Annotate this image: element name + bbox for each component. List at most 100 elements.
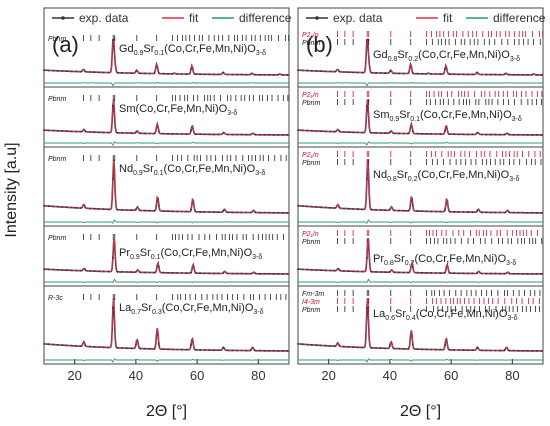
exp-data-point xyxy=(416,348,419,351)
exp-data-point xyxy=(503,211,506,214)
exp-data-point xyxy=(430,73,433,75)
exp-data-point xyxy=(476,71,479,74)
fit-series xyxy=(44,239,289,275)
exp-data-point xyxy=(268,211,270,214)
exp-data-point xyxy=(112,39,114,41)
exp-data-point xyxy=(448,272,451,274)
panel-label: (a) xyxy=(52,32,79,57)
exp-data-point xyxy=(384,347,387,350)
exp-data-point xyxy=(112,307,114,309)
exp-data-point xyxy=(434,210,437,213)
exp-data-point xyxy=(536,74,538,76)
exp-data-point xyxy=(139,132,142,135)
exp-data-point xyxy=(157,204,160,207)
exp-data-point xyxy=(379,72,382,74)
exp-data-point xyxy=(393,347,396,350)
exp-data-point xyxy=(135,343,137,346)
exp-data-point xyxy=(240,73,243,76)
exp-data-point xyxy=(467,133,469,136)
exp-data-point xyxy=(79,345,82,348)
exp-data-point xyxy=(259,133,261,136)
exp-data-point xyxy=(268,73,270,76)
exp-data-point xyxy=(361,208,364,211)
exp-data-point xyxy=(194,210,197,213)
exp-data-point xyxy=(411,204,414,207)
exp-data-point xyxy=(180,348,183,351)
x-tick-label: 20 xyxy=(67,368,81,383)
exp-data-point xyxy=(444,344,446,346)
exp-data-point xyxy=(462,211,465,213)
reflection-ticks xyxy=(337,91,543,97)
exp-data-point xyxy=(439,210,442,213)
exp-data-point xyxy=(306,343,309,346)
phase-label: Pbnm xyxy=(48,36,66,43)
exp-data-point xyxy=(52,268,55,271)
exp-data-point xyxy=(130,347,133,350)
exp-data-point xyxy=(282,350,284,352)
exp-data-point xyxy=(277,134,280,136)
exp-data-point xyxy=(310,69,313,72)
exp-data-point xyxy=(217,211,220,214)
exp-data-point xyxy=(222,131,225,134)
exp-data-point xyxy=(89,131,91,133)
exp-data-point xyxy=(153,72,156,75)
exp-data-point xyxy=(453,133,456,136)
exp-data-point xyxy=(480,133,483,136)
exp-data-series xyxy=(297,298,543,352)
exp-data-point xyxy=(320,70,322,73)
exp-data-point xyxy=(213,349,215,352)
exp-data-point xyxy=(393,132,396,135)
exp-data-point xyxy=(430,272,433,274)
composition-label: Sm0.9Sr0.1(Co,Cr,Fe,Mn,Ni)O3-δ xyxy=(373,109,522,123)
exp-data-point xyxy=(254,211,257,214)
exp-data-point xyxy=(526,349,529,352)
exp-data-point xyxy=(416,271,419,274)
exp-data-point xyxy=(425,72,428,75)
exp-data-point xyxy=(98,71,100,74)
exp-data-point xyxy=(402,132,405,135)
fit-series xyxy=(297,159,543,214)
phase-label: P2₁/n xyxy=(302,152,319,159)
exp-data-point xyxy=(176,133,179,135)
exp-data-point xyxy=(98,131,100,134)
x-tick-label: 80 xyxy=(505,368,519,383)
exp-data-point xyxy=(375,209,377,211)
exp-data-point xyxy=(208,211,211,213)
exp-data-point xyxy=(389,344,391,347)
exp-data-point xyxy=(282,212,284,214)
plot-frame xyxy=(43,7,290,365)
exp-data-point xyxy=(236,349,238,352)
composition-label: Nd0.8Sr0.2(Co,Cr,Fe,Mn,Ni)O3-δ xyxy=(373,169,519,183)
exp-data-point xyxy=(398,72,400,75)
exp-data-point xyxy=(236,211,238,214)
exp-data-point xyxy=(43,69,45,72)
exp-data-point xyxy=(457,73,460,76)
exp-data-point xyxy=(407,132,410,135)
exp-data-point xyxy=(148,132,151,135)
exp-data-point xyxy=(352,346,354,348)
exp-data-point xyxy=(75,345,78,347)
exp-data-point xyxy=(513,133,515,136)
exp-data-point xyxy=(272,273,275,275)
exp-data-point xyxy=(352,71,354,74)
exp-data-point xyxy=(343,207,345,210)
exp-data-point xyxy=(540,350,543,352)
exp-data-point xyxy=(102,131,105,134)
exp-data-point xyxy=(208,133,211,136)
exp-data-point xyxy=(522,133,524,136)
exp-data-point xyxy=(485,272,488,275)
exp-data-point xyxy=(56,344,59,346)
exp-data-point xyxy=(297,268,299,271)
exp-data-point xyxy=(411,343,414,346)
exp-data-point xyxy=(347,346,350,348)
exp-data-point xyxy=(121,132,123,134)
exp-data-point xyxy=(171,348,174,351)
exp-data-point xyxy=(531,350,534,352)
exp-data-point xyxy=(125,209,128,211)
exp-data-point xyxy=(370,346,373,349)
exp-data-point xyxy=(121,209,123,211)
exp-data-point xyxy=(190,209,192,211)
exp-data-point xyxy=(102,346,105,349)
exp-data-point xyxy=(320,130,322,133)
exp-data-point xyxy=(453,73,456,76)
